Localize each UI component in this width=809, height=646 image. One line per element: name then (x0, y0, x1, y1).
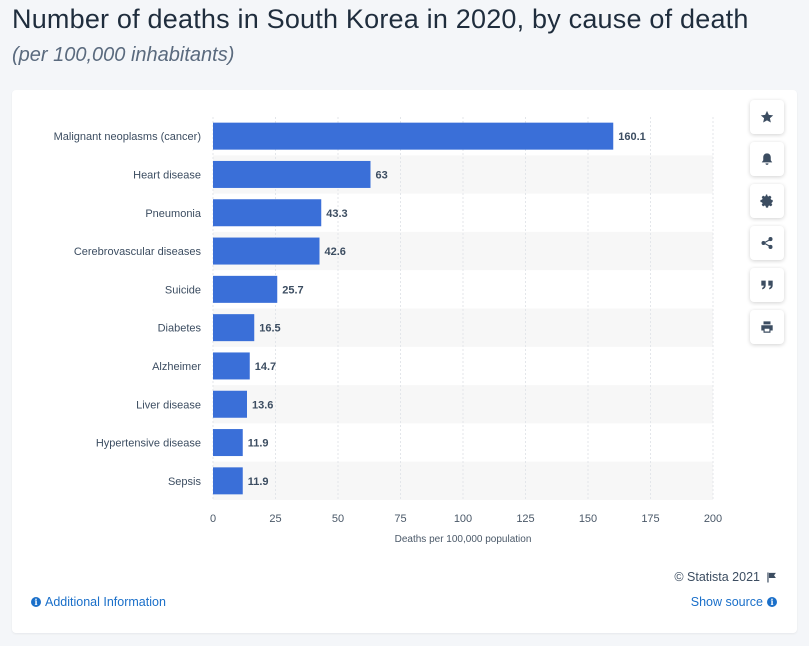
additional-information-link[interactable]: i Additional Information (31, 595, 166, 609)
show-source-link[interactable]: Show source i (691, 595, 777, 609)
category-label: Heart disease (133, 169, 201, 181)
share-icon (761, 237, 773, 249)
category-label: Cerebrovascular diseases (74, 246, 202, 258)
additional-information-label: Additional Information (45, 595, 166, 609)
bar (213, 467, 243, 495)
category-label: Liver disease (136, 399, 201, 411)
data-label: 13.6 (252, 399, 273, 411)
flag-icon[interactable] (766, 571, 777, 583)
x-tick-label: 25 (269, 513, 281, 525)
data-label: 25.7 (282, 284, 303, 296)
bar (213, 390, 247, 418)
share-button[interactable] (750, 226, 784, 260)
x-tick-label: 100 (454, 513, 472, 525)
data-label: 43.3 (326, 208, 347, 220)
x-tick-label: 50 (332, 513, 344, 525)
bar (213, 237, 320, 265)
x-tick-label: 125 (516, 513, 534, 525)
data-label: 14.7 (255, 361, 276, 373)
x-tick-label: 75 (394, 513, 406, 525)
bar (213, 160, 371, 188)
data-label: 42.6 (325, 246, 346, 258)
copyright-text: © Statista 2021 (674, 570, 760, 584)
favorite-button[interactable] (750, 100, 784, 134)
bar (213, 275, 278, 303)
data-label: 11.9 (248, 438, 269, 450)
x-tick-label: 150 (579, 513, 597, 525)
x-tick-label: 200 (704, 513, 722, 525)
category-label: Diabetes (158, 323, 202, 335)
category-label: Alzheimer (152, 361, 201, 373)
info-icon: i (31, 597, 41, 607)
bar (213, 314, 255, 342)
quote-icon (761, 280, 773, 290)
star-icon (760, 110, 774, 123)
data-label: 160.1 (618, 131, 646, 143)
info-icon: i (767, 597, 777, 607)
page-subtitle: (per 100,000 inhabitants) (12, 44, 235, 66)
x-axis-title: Deaths per 100,000 population (395, 534, 532, 545)
x-tick-label: 175 (641, 513, 659, 525)
bar (213, 429, 243, 457)
bar (213, 352, 250, 380)
data-label: 63 (376, 169, 388, 181)
data-label: 11.9 (248, 476, 269, 488)
chart-toolbar (750, 100, 784, 344)
page-title: Number of deaths in South Korea in 2020,… (12, 4, 749, 34)
category-label: Suicide (165, 284, 201, 296)
copyright-notice: © Statista 2021 (674, 570, 777, 584)
show-source-label: Show source (690, 595, 763, 609)
cite-button[interactable] (750, 268, 784, 302)
print-button[interactable] (750, 310, 784, 344)
category-label: Malignant neoplasms (cancer) (54, 131, 201, 143)
bar (213, 122, 614, 150)
print-icon (761, 321, 773, 333)
bar (213, 199, 322, 227)
chart-card: 0 25 50 75 100 125 150 175 200 Deaths per 100,000… (12, 90, 797, 633)
category-label: Hypertensive disease (96, 438, 201, 450)
category-label: Sepsis (168, 476, 202, 488)
category-label: Pneumonia (145, 208, 202, 220)
bar-chart: 0 25 50 75 100 125 150 175 200 Deaths per 100,000… (54, 117, 722, 545)
bell-icon (761, 153, 773, 165)
data-label: 16.5 (259, 323, 280, 335)
settings-button[interactable] (750, 184, 784, 218)
notification-button[interactable] (750, 142, 784, 176)
x-tick-label: 0 (210, 513, 216, 525)
gear-icon (760, 194, 773, 208)
